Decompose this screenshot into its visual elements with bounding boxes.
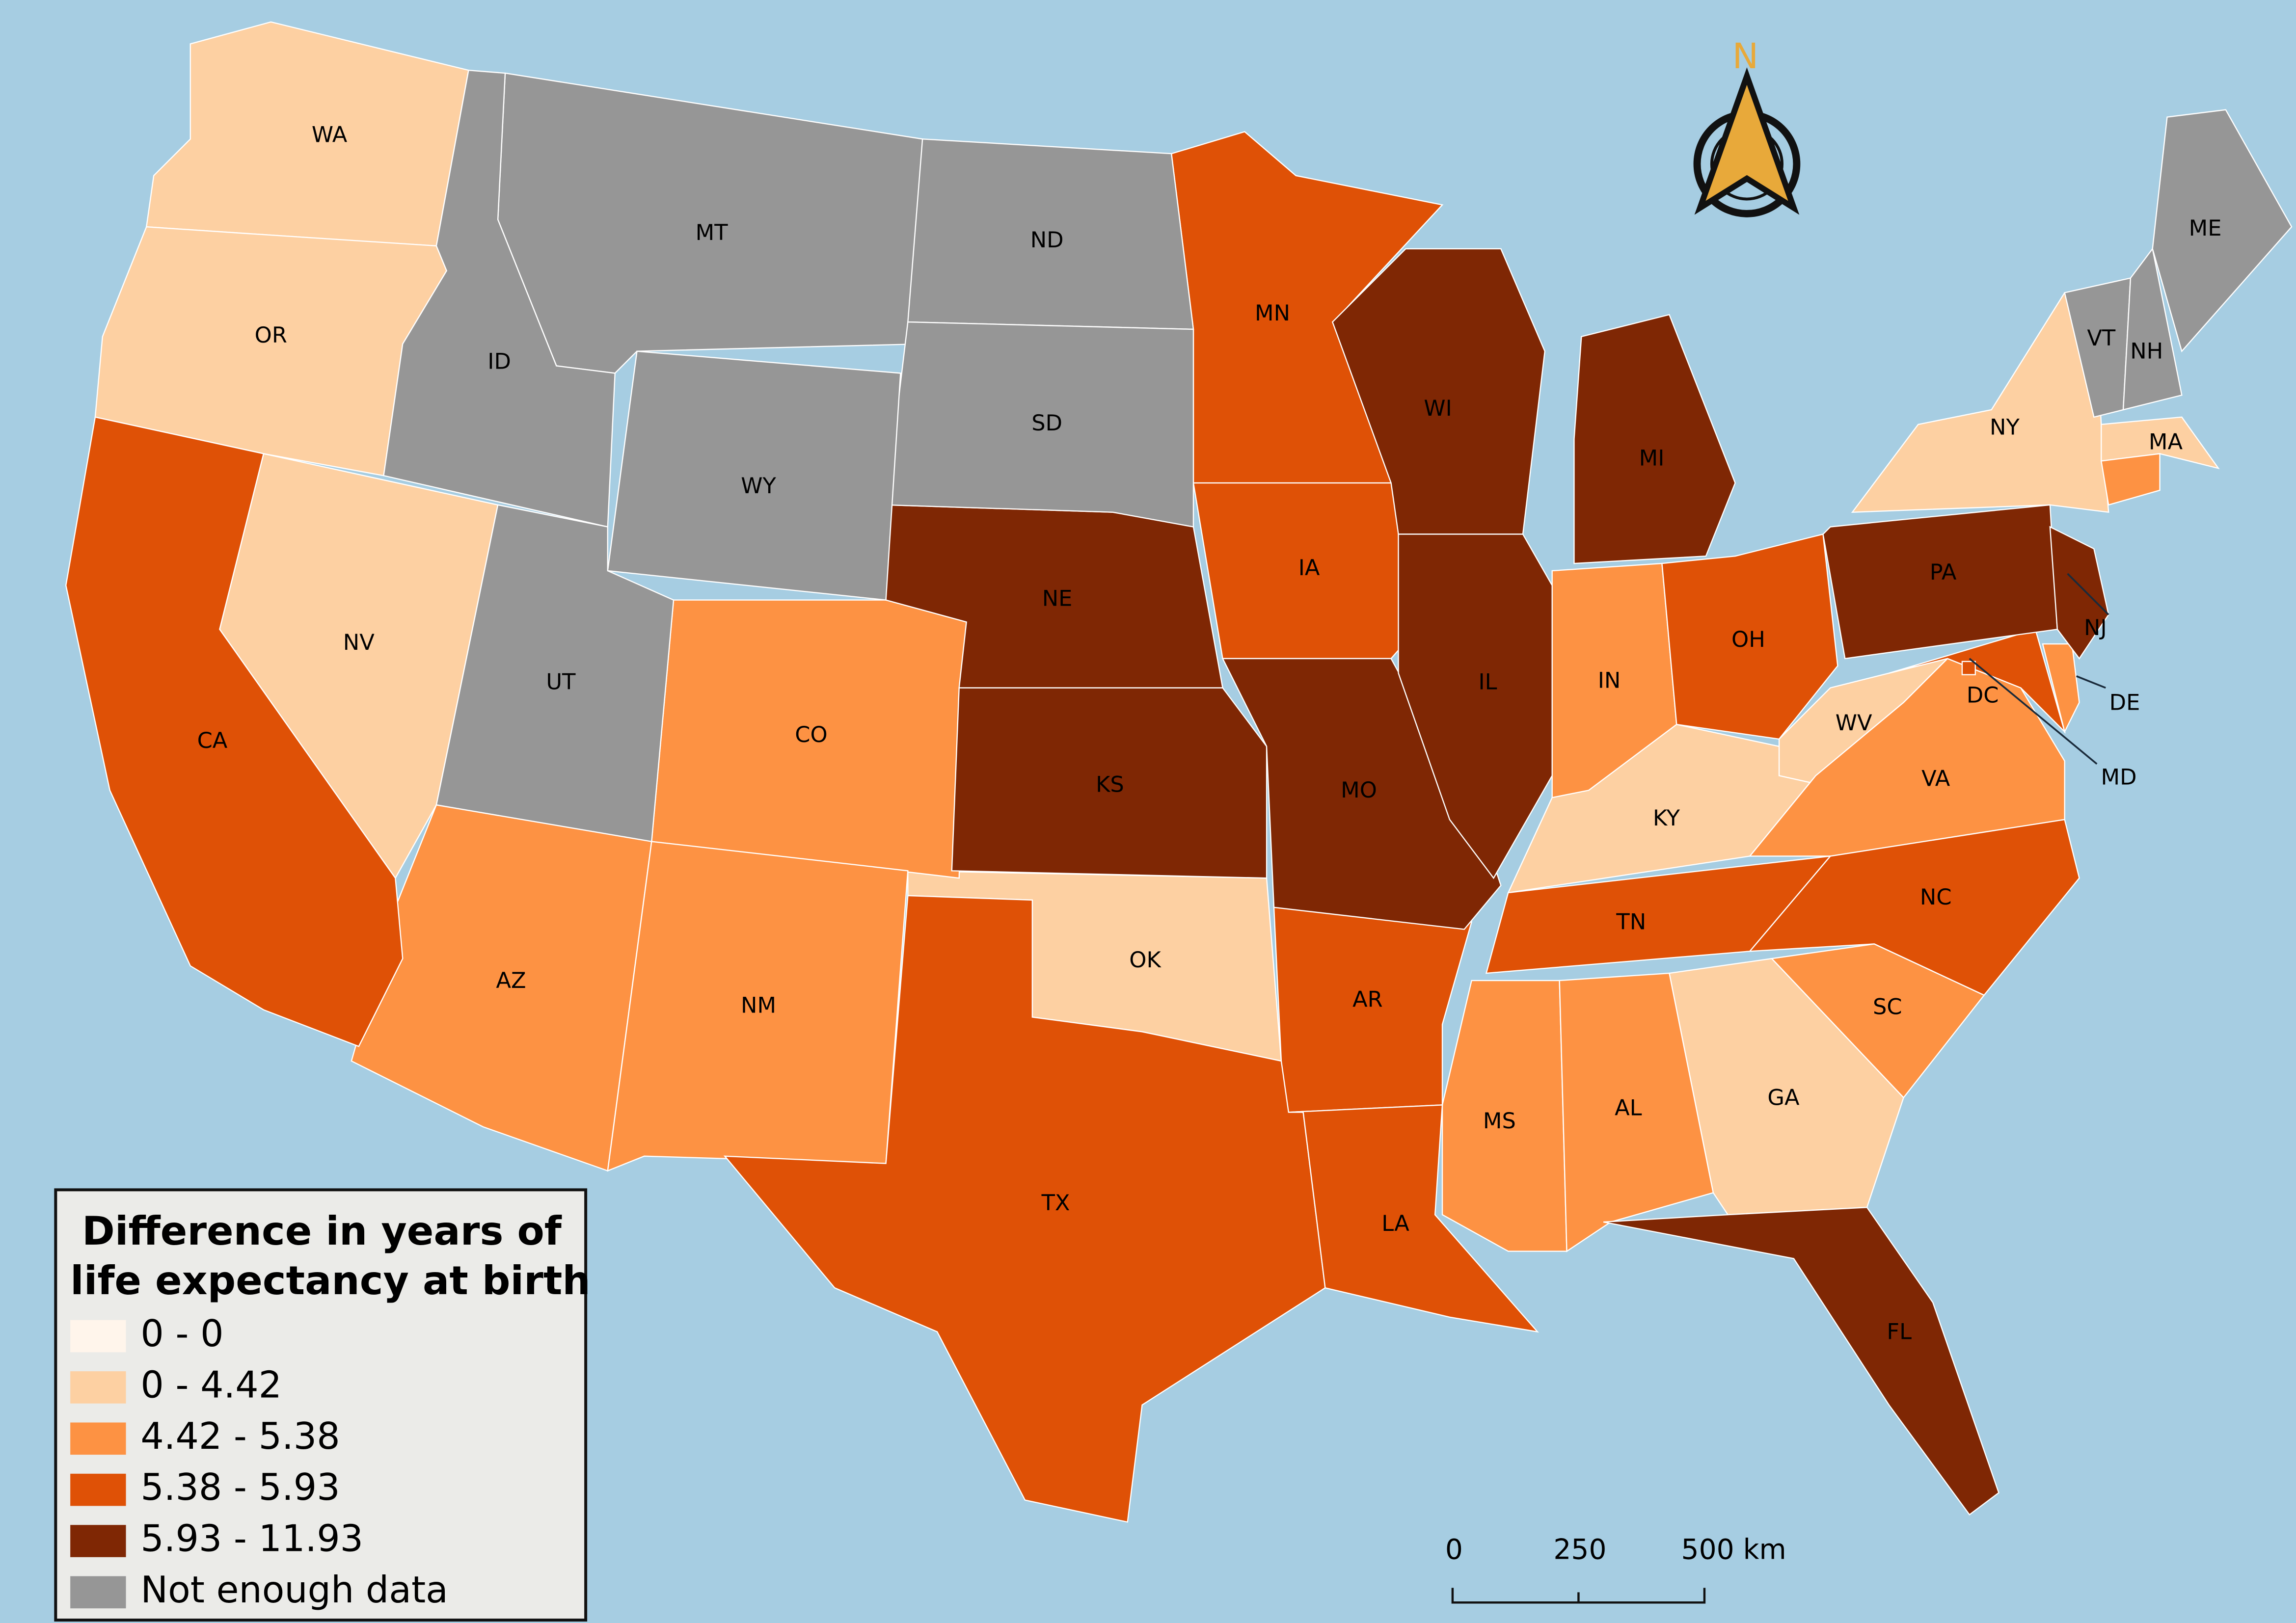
- legend-swatch: [70, 1422, 126, 1455]
- north-arrow-head: [1694, 67, 1800, 215]
- state: [1748, 819, 2080, 996]
- state-label: NM: [741, 992, 776, 1018]
- state: [1961, 661, 1976, 675]
- state-label: DC: [1967, 682, 1999, 708]
- state-label: NJ: [2084, 614, 2107, 640]
- state: [1288, 1104, 1540, 1333]
- states: WA OR NV NY MA OK KY WV GA CO AZ NM IN VA SC MS AL DE CA MN…: [65, 21, 2293, 1523]
- state: [1331, 248, 1546, 535]
- scale-bar: 0 250 500 km: [1445, 1534, 1786, 1604]
- state: [435, 504, 675, 843]
- legend-label: Not enough data: [140, 1569, 448, 1611]
- state-label: IN: [1598, 667, 1621, 693]
- state-label: WV: [1836, 710, 1872, 736]
- state-label: VT: [2087, 325, 2116, 351]
- state: [723, 895, 1326, 1523]
- state: [65, 416, 404, 1047]
- state-label: NV: [343, 629, 375, 655]
- north-label: N: [1732, 36, 1759, 77]
- state-label: VA: [1921, 765, 1950, 791]
- legend-swatch: [70, 1320, 126, 1353]
- state: [607, 350, 901, 601]
- state: [2049, 526, 2109, 660]
- state-label: MS: [1483, 1108, 1516, 1134]
- legend-label: 0 - 4.42: [140, 1363, 282, 1406]
- state-label: AZ: [496, 967, 526, 993]
- state-label: FL: [1887, 1319, 1912, 1345]
- legend-box: [54, 1188, 588, 1622]
- state-label: MT: [696, 219, 729, 245]
- state-label: WY: [741, 473, 776, 499]
- state-label: OR: [255, 322, 287, 348]
- state-label: OK: [1129, 947, 1162, 973]
- state-label: MA: [2149, 429, 2183, 455]
- state-label: AL: [1615, 1094, 1642, 1120]
- state-label: WI: [1424, 395, 1452, 421]
- state: [1889, 628, 2066, 734]
- legend-title: Difference in years of: [82, 1208, 562, 1254]
- state-label: OH: [1731, 626, 1765, 652]
- state: [2122, 247, 2183, 411]
- state: [1398, 533, 1553, 879]
- state: [1573, 314, 1736, 564]
- state-label: MD: [2101, 764, 2137, 790]
- scale-label: 0: [1445, 1534, 1463, 1566]
- north-arrow: N: [1693, 36, 1801, 217]
- legend-swatch: [70, 1473, 126, 1506]
- state-label: NE: [1042, 585, 1073, 612]
- state-label: SD: [1031, 410, 1062, 436]
- leader-line: [1969, 658, 2098, 765]
- state-label: ID: [487, 348, 511, 374]
- state-label: CO: [795, 721, 827, 747]
- state-label: IA: [1298, 555, 1320, 581]
- state: [951, 687, 1268, 879]
- scale-label: 500 km: [1681, 1534, 1786, 1566]
- legend-title: life expectancy at birth: [70, 1257, 591, 1304]
- legend: Difference in years of life expectancy a…: [54, 1188, 591, 1622]
- state: [1603, 1206, 1999, 1516]
- state: [2152, 109, 2293, 353]
- state-label: TN: [1616, 909, 1646, 935]
- state-label: MN: [1255, 300, 1290, 326]
- legend-swatch: [70, 1576, 126, 1609]
- state-label: KS: [1096, 771, 1124, 797]
- state: [2042, 643, 2080, 734]
- state: [1559, 972, 1714, 1252]
- state-label: UT: [546, 669, 576, 695]
- state: [1661, 533, 1838, 740]
- state-label: TX: [1041, 1190, 1070, 1216]
- leader-lines: [1969, 573, 2109, 765]
- legend-label: 4.42 - 5.38: [140, 1415, 340, 1458]
- leader-line: [2076, 675, 2106, 689]
- state-label: GA: [1767, 1084, 1800, 1110]
- state-label: NH: [2130, 338, 2163, 364]
- leader-line: [2067, 573, 2109, 615]
- state-label: PA: [1930, 559, 1957, 585]
- state: [2100, 453, 2161, 506]
- state-label: LA: [1381, 1210, 1409, 1236]
- state-label: MI: [1639, 445, 1665, 471]
- state-label: ME: [2189, 215, 2222, 241]
- state-label: ND: [1030, 227, 1064, 253]
- legend-swatch: [70, 1525, 126, 1557]
- state-label: MO: [1341, 777, 1377, 803]
- state-label: NY: [1990, 414, 2020, 440]
- state: [2101, 416, 2220, 470]
- state-label: SC: [1873, 994, 1902, 1020]
- state-label: IL: [1478, 669, 1497, 695]
- legend-swatch: [70, 1371, 126, 1404]
- state-label: DE: [2109, 689, 2140, 715]
- state-label: CA: [197, 727, 228, 753]
- legend-label: 0 - 0: [140, 1312, 223, 1355]
- legend-label: 5.93 - 11.93: [140, 1517, 363, 1560]
- state-label: KY: [1653, 805, 1680, 831]
- scale-label: 250: [1553, 1534, 1606, 1566]
- legend-label: 5.38 - 5.93: [140, 1466, 340, 1509]
- state-label: AR: [1352, 986, 1383, 1012]
- state-label: WA: [312, 121, 348, 147]
- state-label: NC: [1920, 884, 1952, 910]
